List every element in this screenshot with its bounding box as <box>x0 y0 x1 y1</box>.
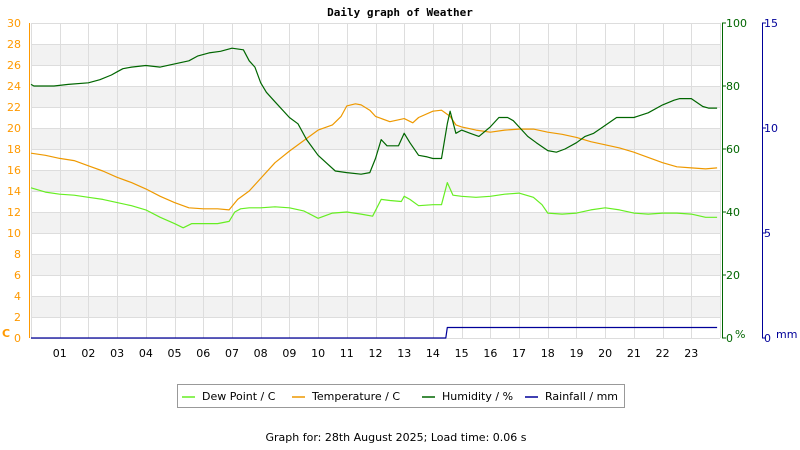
left-tick-label: 6 <box>14 269 21 282</box>
legend-label-0: Dew Point / C <box>202 390 276 403</box>
left-tick-label: 28 <box>7 38 21 51</box>
x-tick-label: 11 <box>340 347 354 360</box>
left-tick-label: 0 <box>14 332 21 345</box>
left-tick-label: 26 <box>7 59 21 72</box>
series-line-0 <box>30 182 718 229</box>
rainfall-tick-label: 0 <box>764 332 771 345</box>
legend-label-3: Rainfall / mm <box>545 390 618 403</box>
x-tick-label: 09 <box>282 347 296 360</box>
rainfall-tick-label: 10 <box>764 122 778 135</box>
x-tick-label: 10 <box>311 347 325 360</box>
x-tick-label: 01 <box>53 347 67 360</box>
legend: Dew Point / C Temperature / C Humidity / %… <box>177 384 625 408</box>
x-tick-label: 03 <box>110 347 124 360</box>
plot-bands <box>31 23 720 338</box>
humidity-axis-unit: % <box>735 328 745 341</box>
humidity-tick-label: 40 <box>726 206 740 219</box>
x-tick-label: 19 <box>569 347 583 360</box>
left-tick-label: 8 <box>14 248 21 261</box>
x-tick-label: 22 <box>656 347 670 360</box>
x-tick-label: 08 <box>254 347 268 360</box>
humidity-tick-label: 100 <box>726 17 747 30</box>
rainfall-axis-unit: mm <box>776 328 797 341</box>
x-tick-label: 15 <box>455 347 469 360</box>
humidity-tick-label: 20 <box>726 269 740 282</box>
footer-text: Graph for: 28th August 2025; Load time: … <box>266 431 527 444</box>
x-tick-label: 04 <box>139 347 153 360</box>
left-axis-unit: C <box>2 327 10 340</box>
x-tick-label: 17 <box>512 347 526 360</box>
series-line-1 <box>30 103 718 211</box>
left-tick-label: 24 <box>7 80 21 93</box>
humidity-tick-label: 80 <box>726 80 740 93</box>
humidity-tick-label: 60 <box>726 143 740 156</box>
grid-band <box>31 86 720 107</box>
grid-band <box>31 170 720 191</box>
series-line-2 <box>30 47 718 175</box>
x-tick-label: 14 <box>426 347 440 360</box>
x-tick-label: 12 <box>369 347 383 360</box>
left-tick-label: 12 <box>7 206 21 219</box>
x-tick-label: 23 <box>684 347 698 360</box>
x-tick-label: 05 <box>168 347 182 360</box>
rainfall-tick-label: 5 <box>764 227 771 240</box>
humidity-tick-label: 0 <box>726 332 733 345</box>
x-tick-label: 21 <box>627 347 641 360</box>
legend-label-1: Temperature / C <box>311 390 400 403</box>
legend-box <box>177 384 625 408</box>
x-tick-label: 06 <box>196 347 210 360</box>
left-tick-label: 14 <box>7 185 21 198</box>
left-tick-label: 22 <box>7 101 21 114</box>
left-tick-label: 10 <box>7 227 21 240</box>
left-tick-label: 30 <box>7 17 21 30</box>
x-tick-label: 16 <box>483 347 497 360</box>
series-line-3 <box>31 326 718 339</box>
grid-band <box>31 254 720 275</box>
axes-group: 01 02 03 04 05 06 07 08 09 10 11 12 13 14 15 16 17 18 19 20… <box>2 17 797 360</box>
legend-label-2: Humidity / % <box>442 390 513 403</box>
chart-title: Daily graph of Weather <box>327 6 473 19</box>
left-tick-label: 2 <box>14 311 21 324</box>
grid-band <box>31 128 720 149</box>
grid-band <box>31 44 720 65</box>
left-tick-label: 20 <box>7 122 21 135</box>
grid-band <box>31 212 720 233</box>
grid-band <box>31 296 720 317</box>
left-tick-label: 18 <box>7 143 21 156</box>
x-tick-label: 02 <box>81 347 95 360</box>
plot-grid <box>31 23 721 339</box>
left-tick-label: 16 <box>7 164 21 177</box>
x-tick-label: 07 <box>225 347 239 360</box>
left-tick-label: 4 <box>14 290 21 303</box>
x-tick-label: 20 <box>598 347 612 360</box>
x-tick-label: 18 <box>541 347 555 360</box>
rainfall-tick-label: 15 <box>764 17 778 30</box>
series-group <box>30 47 718 339</box>
x-tick-label: 13 <box>397 347 411 360</box>
